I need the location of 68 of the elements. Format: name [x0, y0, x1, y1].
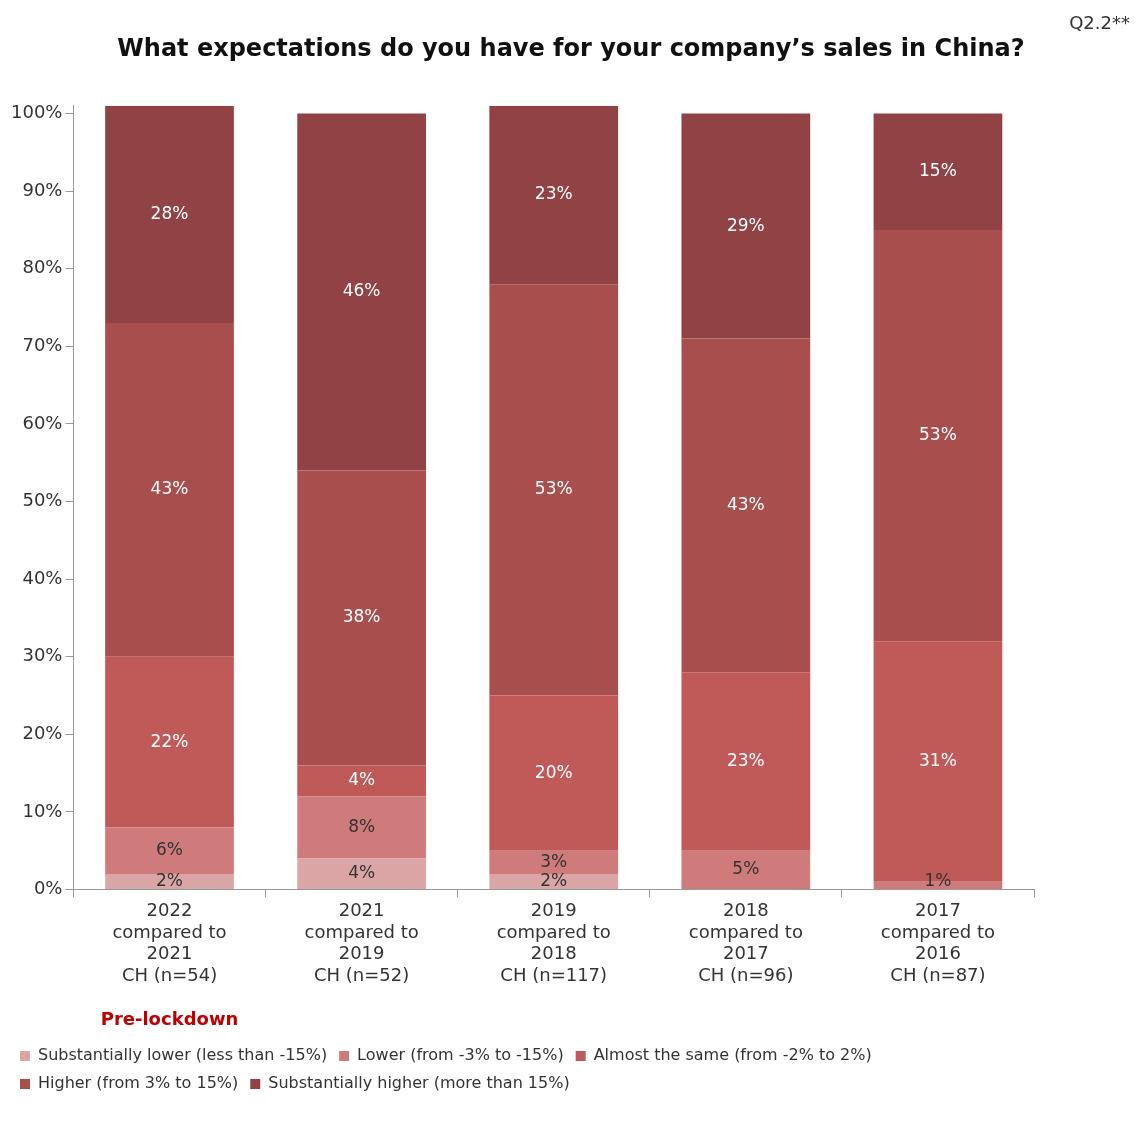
bar: [297, 113, 426, 471]
data-label: 2%: [156, 870, 184, 891]
data-label: 3%: [540, 850, 568, 871]
data-label: 4%: [348, 769, 376, 790]
bar: [297, 858, 426, 890]
y-tick-label: 100%: [10, 101, 63, 123]
y-tick-label: 60%: [22, 411, 63, 433]
bar: [297, 765, 426, 797]
bar: [105, 827, 234, 875]
y-tick-label: 20%: [22, 722, 63, 744]
x-tick-label: 2021 compared to 2019 CH (n=52): [304, 899, 419, 985]
bar: [489, 105, 619, 285]
bar: [681, 113, 811, 339]
data-label: 4%: [348, 862, 376, 883]
bar: [297, 470, 426, 766]
bar: [489, 874, 619, 890]
text: Pre-lockdown: [100, 1007, 239, 1029]
bar: [297, 796, 426, 859]
x-tick-label: 2017 compared to 2016 CH (n=87): [880, 899, 996, 985]
y-tick-label: 30%: [22, 644, 63, 666]
bar: [873, 229, 1003, 642]
data-label: 29%: [726, 214, 765, 235]
chart-title: What expectations do you have for your company’s sales in China?: [117, 34, 1025, 62]
bar: [681, 338, 811, 673]
bar: [105, 105, 234, 324]
data-label: 53%: [919, 424, 957, 445]
y-tick-label: 40%: [22, 566, 63, 588]
legend-label: Lower (from -3% to -15%): [357, 1045, 564, 1065]
x-tick-label: 2019 compared to 2018 CH (n=117): [496, 899, 611, 985]
bar: [681, 850, 811, 890]
data-label: 2%: [540, 870, 568, 891]
x-tick-label: 2018 compared to 2017 CH (n=96): [688, 899, 803, 985]
bar: [105, 874, 234, 890]
data-label: 20%: [534, 761, 573, 782]
data-label: 15%: [919, 160, 957, 181]
text: Q2.2**: [1069, 12, 1130, 33]
data-label: 31%: [919, 749, 957, 770]
bar: [105, 323, 234, 657]
y-tick-label: 80%: [22, 256, 63, 278]
data-label: 8%: [348, 815, 376, 836]
legend-label: Higher (from 3% to 15%): [38, 1073, 239, 1093]
bar: [489, 850, 619, 875]
data-label: 43%: [150, 478, 189, 499]
data-label: 1%: [924, 870, 952, 891]
data-label: 22%: [150, 730, 189, 751]
data-label: 23%: [534, 183, 573, 204]
data-label: 43%: [726, 493, 765, 514]
y-tick-label: 0%: [33, 877, 63, 899]
legend-label: Substantially higher (more than 15%): [268, 1073, 570, 1093]
data-label: 5%: [732, 858, 760, 879]
y-tick-label: 50%: [22, 489, 63, 511]
bar: [489, 695, 619, 851]
bar: [489, 284, 619, 696]
data-label: 38%: [342, 606, 381, 627]
data-label: 46%: [342, 280, 381, 301]
data-label: 6%: [156, 839, 184, 860]
data-label: 28%: [150, 202, 189, 223]
bar: [105, 656, 234, 828]
data-label: 23%: [726, 749, 765, 770]
x-tick-label: 2022 compared to 2021 CH (n=54): [112, 899, 227, 985]
y-tick-label: 90%: [22, 178, 63, 200]
bar: [873, 113, 1003, 230]
y-tick-label: 70%: [22, 334, 63, 356]
bar: [681, 672, 811, 851]
data-label: 53%: [534, 478, 573, 499]
legend-label: Substantially lower (less than -15%): [38, 1045, 328, 1065]
y-tick-label: 10%: [22, 799, 63, 821]
legend-label: Almost the same (from -2% to 2%): [593, 1045, 872, 1065]
